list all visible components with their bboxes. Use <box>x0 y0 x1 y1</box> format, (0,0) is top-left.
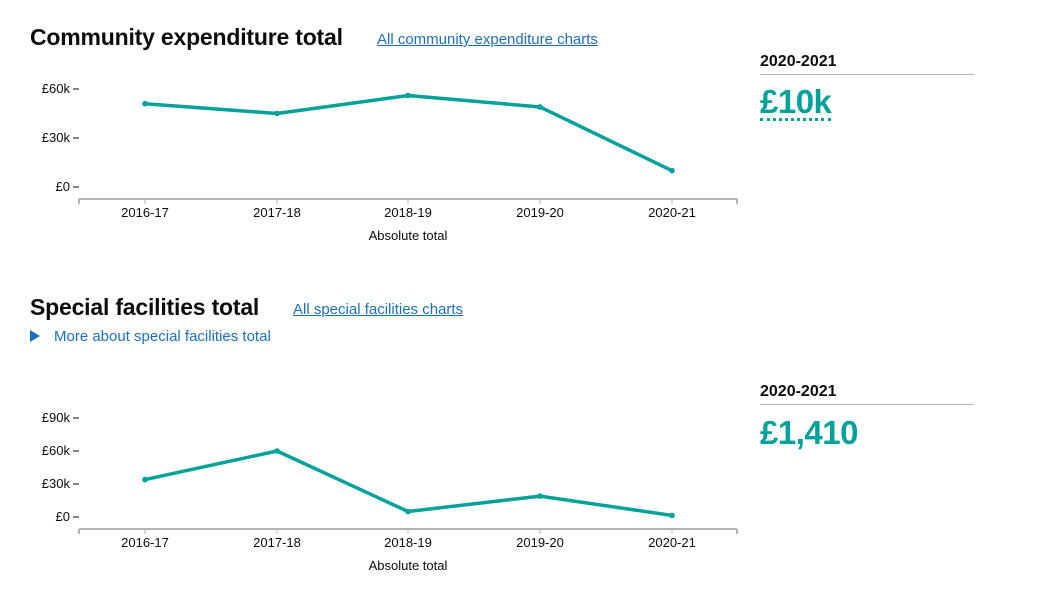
x-tick-label: 2017-18 <box>253 205 301 220</box>
y-tick-label: £0 <box>56 509 70 524</box>
data-point <box>405 508 411 515</box>
x-tick-label: 2020-21 <box>648 535 696 550</box>
data-point <box>537 493 543 499</box>
details-label: More about special facilities total <box>54 328 271 345</box>
community-expenditure-section: Community expenditure total All communit… <box>0 0 1059 270</box>
y-tick-label: £60k <box>42 443 71 458</box>
x-tick-label: 2018-19 <box>384 535 432 550</box>
all-special-facilities-charts-link[interactable]: All special facilities charts <box>293 301 464 318</box>
y-tick-label: £60k <box>42 81 71 96</box>
community-expenditure-chart: £0 £30k £60k 2016-17 2017-18 2018-19 2019-20 20… <box>42 81 738 243</box>
series-line <box>144 93 673 173</box>
x-tick-label: 2019-20 <box>516 535 564 550</box>
y-tick-label: £90k <box>42 410 71 425</box>
y-tick-label: £30k <box>42 130 71 145</box>
y-tick-label: £0 <box>56 179 70 194</box>
x-axis-label: Absolute total <box>369 228 448 243</box>
x-tick-label: 2020-21 <box>648 205 696 220</box>
data-point <box>405 92 411 99</box>
data-point <box>669 167 675 174</box>
special-facilities-section: Special facilities total All special fac… <box>0 270 1059 602</box>
section-title: Community expenditure total <box>30 24 343 50</box>
all-community-expenditure-charts-link[interactable]: All community expenditure charts <box>377 31 598 48</box>
x-tick-label: 2018-19 <box>384 205 432 220</box>
latest-value[interactable]: £1,410 <box>760 414 858 451</box>
x-tick-label: 2017-18 <box>253 535 301 550</box>
latest-value-panel: 2020-2021 £10k <box>760 53 974 121</box>
latest-year: 2020-2021 <box>760 383 974 405</box>
triangle-right-icon <box>30 330 40 342</box>
more-about-details-toggle[interactable]: More about special facilities total <box>30 328 271 345</box>
data-point <box>669 512 675 519</box>
x-tick-label: 2019-20 <box>516 205 564 220</box>
x-tick-label: 2016-17 <box>121 205 169 220</box>
latest-value[interactable]: £10k <box>760 83 832 121</box>
data-point <box>537 104 543 110</box>
latest-year: 2020-2021 <box>760 53 974 75</box>
latest-value-panel: 2020-2021 £1,410 <box>760 383 974 451</box>
y-tick-label: £30k <box>42 476 71 491</box>
data-point <box>142 476 148 483</box>
x-axis-label: Absolute total <box>369 558 448 573</box>
data-point <box>274 448 280 454</box>
x-tick-label: 2016-17 <box>121 535 169 550</box>
section-title: Special facilities total <box>30 294 260 320</box>
special-facilities-chart: £0 £30k £60k £90k 2016-17 2017-18 2018-19 2019-… <box>42 410 738 573</box>
data-point <box>142 100 148 107</box>
data-point <box>274 110 280 117</box>
series-line <box>144 449 673 518</box>
